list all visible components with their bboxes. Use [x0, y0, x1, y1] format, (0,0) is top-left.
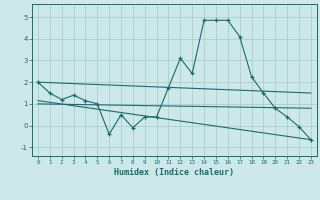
- X-axis label: Humidex (Indice chaleur): Humidex (Indice chaleur): [115, 168, 234, 177]
